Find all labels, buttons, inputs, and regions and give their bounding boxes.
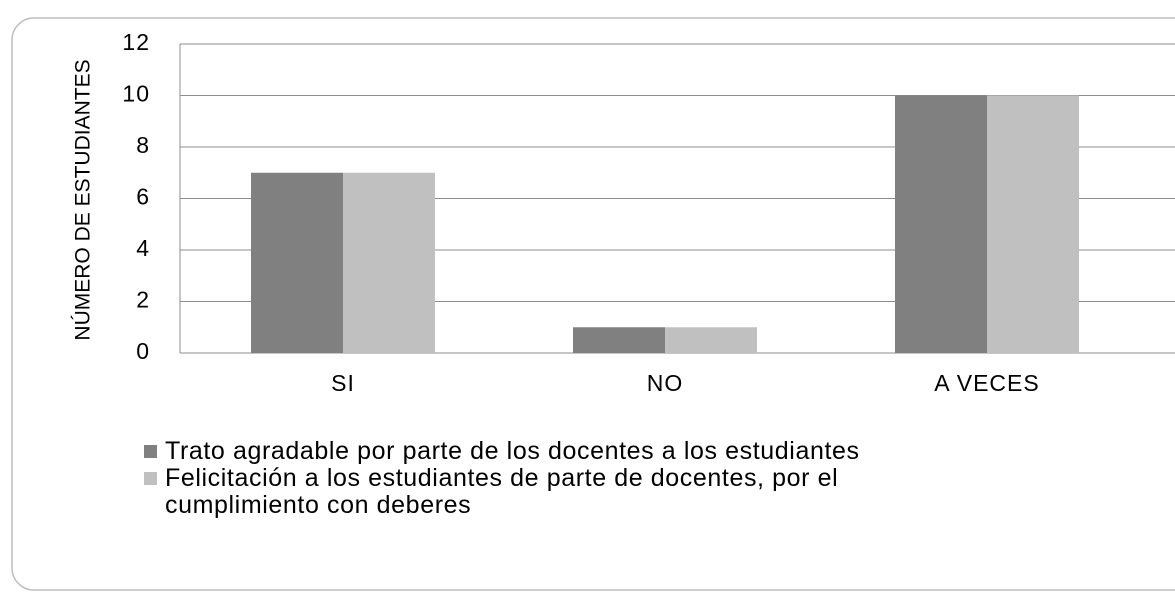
y-tick-label: 0 — [136, 338, 150, 364]
legend-swatch — [144, 445, 157, 458]
bar — [987, 95, 1079, 353]
chart-border — [11, 17, 1175, 591]
bar — [573, 327, 665, 353]
x-tick-label: A VECES — [934, 370, 1039, 396]
y-tick-label: 4 — [136, 235, 150, 261]
legend-item: Felicitación a los estudiantes de parte … — [144, 465, 1164, 519]
x-tick-label: SI — [331, 370, 355, 396]
y-tick-label: 6 — [136, 184, 150, 210]
legend-label: Trato agradable por parte de los docente… — [165, 437, 860, 465]
x-tick-label: NO — [647, 370, 684, 396]
y-tick-label: 12 — [122, 29, 150, 55]
bar — [665, 327, 757, 353]
y-tick-label: 8 — [136, 132, 150, 158]
y-axis-label: NÚMERO DE ESTUDIANTES — [72, 59, 95, 340]
y-tick-label: 10 — [122, 81, 150, 107]
bar — [895, 95, 987, 353]
legend: Trato agradable por parte de los docente… — [144, 438, 1164, 519]
legend-label: Felicitación a los estudiantes de parte … — [165, 464, 839, 519]
y-tick-label: 2 — [136, 287, 150, 313]
bar — [251, 172, 343, 353]
legend-swatch — [144, 472, 157, 485]
legend-item: Trato agradable por parte de los docente… — [144, 438, 1164, 465]
bar — [343, 172, 435, 353]
